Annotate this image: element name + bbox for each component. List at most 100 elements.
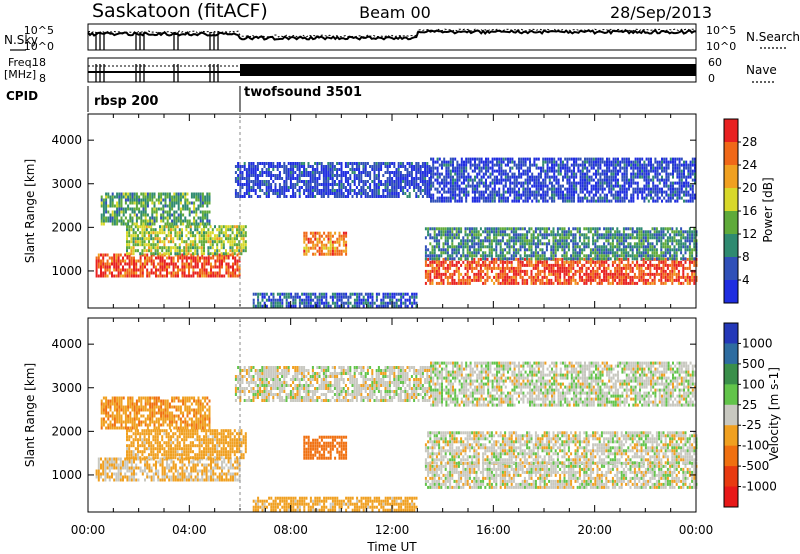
data-cell bbox=[614, 275, 617, 279]
data-cell bbox=[150, 256, 153, 260]
data-cell bbox=[242, 240, 245, 244]
data-cell bbox=[206, 192, 209, 196]
data-cell bbox=[640, 242, 643, 246]
data-cell bbox=[199, 201, 202, 205]
data-cell bbox=[285, 174, 288, 177]
data-cell bbox=[506, 227, 509, 231]
data-cell bbox=[141, 268, 144, 272]
data-cell bbox=[484, 230, 487, 234]
data-cell bbox=[449, 236, 452, 240]
data-cell bbox=[543, 230, 546, 234]
data-cell bbox=[446, 236, 449, 240]
data-cell bbox=[642, 233, 645, 237]
data-cell bbox=[331, 249, 334, 253]
data-cell bbox=[265, 298, 268, 302]
data-cell bbox=[480, 196, 483, 200]
data-cell bbox=[250, 180, 253, 183]
data-cell bbox=[449, 163, 452, 167]
data-cell bbox=[609, 230, 612, 234]
data-cell bbox=[327, 195, 330, 198]
data-cell bbox=[397, 168, 400, 171]
data-cell bbox=[548, 233, 551, 237]
data-cell bbox=[449, 245, 452, 249]
data-cell bbox=[358, 292, 361, 296]
data-cell bbox=[499, 281, 502, 285]
data-cell bbox=[616, 275, 619, 279]
data-cell bbox=[128, 262, 131, 266]
data-cell bbox=[276, 195, 279, 198]
data-cell bbox=[384, 183, 387, 186]
data-cell bbox=[135, 204, 138, 208]
data-cell bbox=[620, 233, 623, 237]
data-cell bbox=[496, 175, 498, 179]
data-cell bbox=[318, 189, 321, 192]
data-cell bbox=[508, 245, 511, 249]
data-cell bbox=[589, 281, 592, 285]
data-cell bbox=[521, 227, 524, 231]
data-cell bbox=[457, 281, 460, 285]
data-cell bbox=[316, 165, 319, 168]
data-cell bbox=[100, 219, 103, 223]
data-cell bbox=[515, 278, 518, 282]
data-cell bbox=[453, 257, 456, 261]
data-cell bbox=[386, 180, 389, 183]
data-cell bbox=[633, 245, 636, 249]
data-cell bbox=[320, 189, 323, 192]
data-cell bbox=[375, 174, 378, 177]
data-cell bbox=[664, 263, 667, 267]
data-cell bbox=[338, 195, 341, 198]
data-cell bbox=[556, 275, 559, 279]
data-cell bbox=[542, 169, 545, 173]
data-cell bbox=[647, 245, 650, 249]
data-cell bbox=[402, 295, 405, 299]
data-cell bbox=[415, 183, 418, 186]
data-cell bbox=[432, 193, 435, 197]
data-cell bbox=[200, 240, 203, 244]
data-cell bbox=[465, 184, 468, 188]
data-cell bbox=[592, 227, 595, 231]
data-cell bbox=[199, 210, 202, 214]
data-cell bbox=[540, 184, 542, 188]
data-cell bbox=[691, 254, 694, 258]
data-cell bbox=[548, 196, 551, 200]
data-cell bbox=[552, 254, 555, 258]
data-cell bbox=[673, 239, 676, 243]
data-cell bbox=[477, 257, 480, 261]
data-cell bbox=[220, 240, 223, 244]
data-cell bbox=[592, 233, 595, 237]
data-cell bbox=[320, 195, 323, 198]
data-cell bbox=[653, 272, 656, 276]
data-cell bbox=[323, 246, 326, 250]
data-cell bbox=[693, 281, 696, 285]
data-cell bbox=[607, 236, 610, 240]
data-cell bbox=[185, 246, 188, 250]
data-cell bbox=[501, 230, 504, 234]
data-cell bbox=[484, 260, 487, 264]
data-cell bbox=[488, 227, 491, 231]
data-cell bbox=[305, 246, 308, 250]
data-cell bbox=[130, 225, 133, 229]
data-cell bbox=[647, 251, 650, 255]
data-cell bbox=[618, 272, 621, 276]
data-cell bbox=[512, 266, 515, 270]
data-cell bbox=[397, 186, 400, 189]
data-cell bbox=[371, 298, 374, 302]
data-cell bbox=[132, 252, 135, 256]
data-cell bbox=[548, 157, 551, 161]
data-cell bbox=[216, 234, 219, 238]
data-cell bbox=[353, 183, 356, 186]
data-cell bbox=[220, 243, 223, 247]
data-cell bbox=[574, 239, 577, 243]
data-cell bbox=[205, 234, 208, 238]
data-cell bbox=[424, 272, 427, 276]
data-cell bbox=[118, 198, 121, 202]
data-cell bbox=[512, 245, 515, 249]
data-cell bbox=[478, 166, 481, 170]
data-cell bbox=[170, 256, 173, 260]
data-cell bbox=[473, 275, 476, 279]
data-cell bbox=[498, 193, 501, 197]
data-cell bbox=[338, 231, 341, 235]
data-cell bbox=[570, 230, 573, 234]
data-cell bbox=[375, 168, 378, 171]
data-cell bbox=[578, 257, 581, 261]
